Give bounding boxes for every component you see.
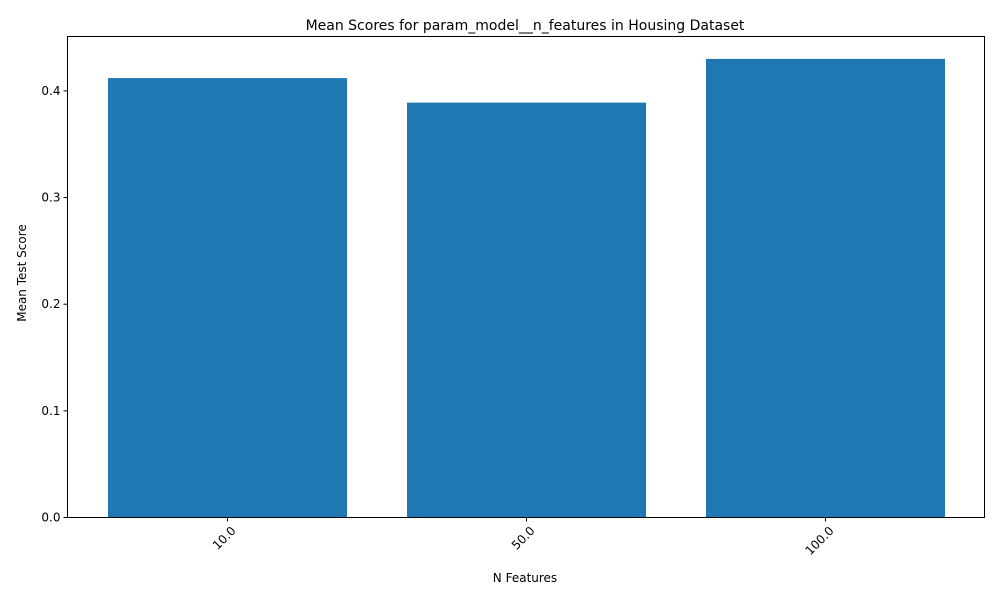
bar-10.0 bbox=[108, 78, 347, 518]
x-tick-label-10.0: 10.0 bbox=[210, 524, 239, 553]
plot-frame bbox=[67, 36, 985, 518]
chart-title: Mean Scores for param_model__n_features … bbox=[306, 18, 745, 34]
y-tick-label-0.0: 0.0 bbox=[41, 511, 60, 525]
x-axis: 10.0 50.0 100.0 bbox=[210, 517, 837, 558]
y-axis-label: Mean Test Score bbox=[15, 224, 29, 322]
bar-100.0 bbox=[706, 58, 945, 518]
plot-area bbox=[108, 58, 945, 518]
x-tick-label-50.0: 50.0 bbox=[509, 524, 538, 553]
y-tick-label-0.4: 0.4 bbox=[41, 84, 60, 98]
y-tick-label-0.3: 0.3 bbox=[41, 191, 60, 205]
bar-50.0 bbox=[407, 102, 646, 518]
x-tick-label-100.0: 100.0 bbox=[802, 524, 836, 558]
x-axis-label: N Features bbox=[493, 571, 557, 585]
y-tick-label-0.1: 0.1 bbox=[41, 404, 60, 418]
y-tick-label-0.2: 0.2 bbox=[41, 297, 60, 311]
y-axis: 0.0 0.1 0.2 0.3 0.4 bbox=[41, 84, 68, 525]
